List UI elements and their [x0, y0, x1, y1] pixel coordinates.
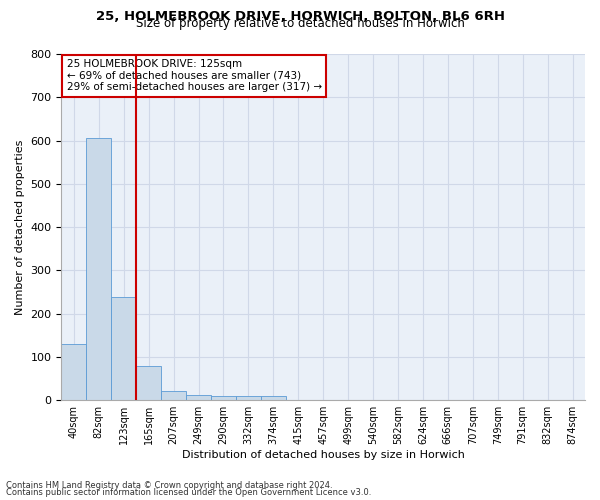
Title: Size of property relative to detached houses in Horwich: Size of property relative to detached ho…: [0, 499, 1, 500]
Text: 25, HOLMEBROOK DRIVE, HORWICH, BOLTON, BL6 6RH: 25, HOLMEBROOK DRIVE, HORWICH, BOLTON, B…: [95, 10, 505, 23]
Text: Size of property relative to detached houses in Horwich: Size of property relative to detached ho…: [136, 18, 464, 30]
Bar: [86, 138, 111, 400]
Y-axis label: Number of detached properties: Number of detached properties: [15, 140, 25, 315]
Bar: [136, 366, 161, 400]
Bar: [161, 391, 186, 400]
Text: Contains public sector information licensed under the Open Government Licence v3: Contains public sector information licen…: [6, 488, 371, 497]
Bar: [211, 396, 236, 400]
Text: 25 HOLMEBROOK DRIVE: 125sqm
← 69% of detached houses are smaller (743)
29% of se: 25 HOLMEBROOK DRIVE: 125sqm ← 69% of det…: [67, 59, 322, 92]
Bar: [111, 297, 136, 400]
Bar: [61, 344, 86, 400]
Bar: [236, 396, 261, 400]
Text: Contains HM Land Registry data © Crown copyright and database right 2024.: Contains HM Land Registry data © Crown c…: [6, 480, 332, 490]
Bar: [186, 395, 211, 400]
X-axis label: Distribution of detached houses by size in Horwich: Distribution of detached houses by size …: [182, 450, 464, 460]
Bar: [261, 396, 286, 400]
